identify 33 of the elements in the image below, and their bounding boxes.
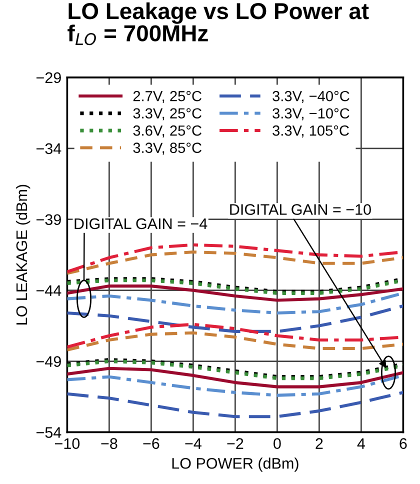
line-series (67, 304, 404, 333)
annotation: DIGITAL GAIN = −10 (230, 204, 371, 215)
x-tick-label: 4 (357, 438, 365, 449)
line-series (67, 390, 404, 418)
legend-label: 3.3V, −10°C (272, 108, 350, 120)
x-tick-label: 6 (400, 438, 407, 449)
line-series (67, 366, 404, 388)
legend-label: 2.7V, 25°C (133, 90, 202, 103)
legend-label: 3.3V, 25°C (133, 108, 202, 120)
y-tick-label: −44 (36, 285, 62, 296)
x-tick-label: −2 (227, 438, 244, 449)
legend-label: 3.3V, 85°C (133, 142, 202, 155)
line-series (67, 250, 404, 275)
y-tick-label: −39 (36, 214, 61, 226)
x-tick-label: −4 (185, 438, 202, 449)
x-axis-title: LO POWER (dBm) (172, 458, 298, 472)
x-tick-label: −8 (101, 438, 118, 449)
y-tick-label: −49 (36, 356, 61, 367)
line-series (67, 331, 404, 352)
y-tick-label: −34 (36, 143, 62, 154)
annotation: DIGITAL GAIN = −4 (74, 218, 208, 230)
legend-label: 3.6V, 25°C (133, 125, 202, 138)
y-axis-title: LO LEAKAGE (dBm) (16, 184, 30, 324)
y-tick-label: −29 (36, 72, 61, 84)
legend-label: 3.3V, −40°C (272, 90, 350, 103)
chart-title: LO Leakage vs LO Power at f$_{LO}$ = 700MHz (68, 2, 369, 46)
y-tick-label: −54 (36, 427, 62, 438)
x-tick-label: 2 (316, 438, 323, 449)
x-tick-label: 0 (274, 438, 281, 449)
x-tick-label: −6 (143, 438, 160, 449)
x-tick-label: −10 (54, 438, 80, 449)
legend-label: 3.3V, 105°C (272, 125, 349, 138)
line-series (67, 284, 404, 302)
